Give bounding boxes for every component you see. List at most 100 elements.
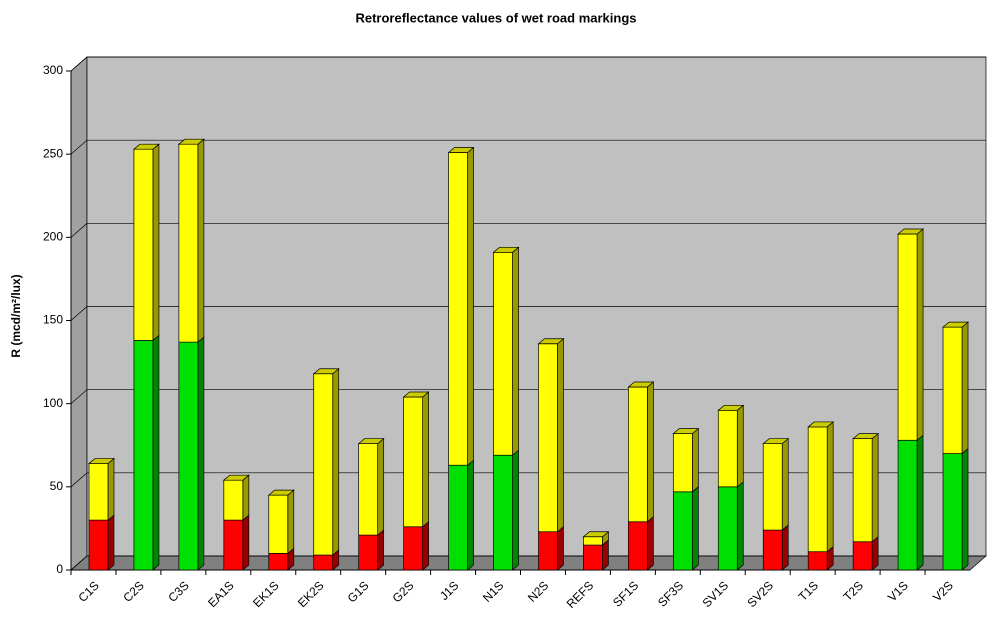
bar-side	[916, 434, 924, 571]
y-tick-label: 100	[43, 396, 63, 410]
bar-top	[582, 531, 610, 538]
grid-line	[70, 306, 986, 321]
bar	[717, 409, 738, 488]
bar	[897, 439, 918, 571]
bar	[538, 531, 558, 571]
bar-side	[961, 321, 969, 455]
x-tick-label: T1S	[796, 578, 821, 603]
x-tick-label: N2S	[525, 578, 551, 604]
x-tick-label: C3S	[165, 578, 191, 604]
bar-side	[467, 146, 474, 466]
bar-side	[422, 521, 429, 571]
bar-top	[717, 404, 745, 411]
bar-top	[852, 433, 880, 439]
bar-top	[762, 438, 790, 444]
y-axis-label: R (mcd/m²/lux)	[9, 274, 23, 357]
bar-side	[736, 481, 744, 571]
bar	[628, 386, 648, 523]
bar	[583, 536, 603, 546]
x-tick-label: EA1S	[205, 578, 237, 610]
x-tick-label: T2S	[841, 578, 866, 603]
bar	[493, 251, 513, 456]
bar	[133, 340, 154, 571]
y-tick-label: 300	[43, 63, 63, 77]
bar	[448, 464, 468, 571]
bar-side	[961, 447, 969, 571]
bar	[358, 443, 379, 536]
bar	[762, 443, 783, 531]
grid-line	[70, 56, 986, 72]
bar-side	[107, 514, 115, 571]
x-tick-label: G1S	[345, 578, 372, 605]
bar-top	[357, 438, 385, 444]
bar-top	[627, 381, 655, 388]
bar	[583, 544, 603, 571]
bar-top	[402, 391, 430, 398]
bar	[403, 526, 423, 571]
y-tick-label: 0	[56, 562, 63, 576]
bar-side	[647, 516, 654, 571]
bar-side	[467, 459, 474, 571]
bar	[223, 519, 244, 571]
bar-top	[132, 143, 160, 150]
bar	[717, 486, 738, 571]
bar	[178, 341, 199, 571]
bar	[538, 343, 558, 533]
bar	[762, 529, 783, 571]
bar	[672, 433, 693, 493]
bar-side	[197, 336, 205, 571]
bar-side	[107, 457, 115, 521]
bar-side	[512, 246, 519, 456]
grid-line	[70, 222, 986, 238]
bar-side	[557, 525, 564, 571]
bar-top	[312, 368, 340, 375]
y-tick-label: 250	[43, 146, 63, 160]
bar-top	[807, 421, 835, 428]
bar	[88, 519, 109, 571]
bar-side	[377, 437, 385, 536]
y-tick-label: 150	[43, 313, 63, 327]
x-tick-label: SF3S	[655, 578, 686, 609]
bar	[268, 494, 289, 554]
bar	[897, 233, 918, 441]
bar-side	[512, 449, 519, 571]
x-tick-label: EK1S	[250, 578, 282, 610]
bar-side	[287, 489, 295, 555]
bar-side	[871, 432, 879, 543]
bar	[268, 553, 289, 571]
x-tick-label: N1S	[480, 578, 506, 604]
bar-side	[691, 486, 699, 571]
bar-side	[377, 529, 385, 571]
bar	[807, 426, 828, 553]
y-tick-label: 50	[50, 479, 64, 493]
bar-side	[152, 334, 160, 571]
bar	[852, 438, 873, 543]
bar-side	[781, 524, 789, 571]
bar	[942, 453, 963, 571]
bar-top	[177, 138, 205, 145]
bar-side	[422, 391, 429, 528]
bar-top	[222, 474, 250, 481]
x-tick-label: V2S	[930, 578, 956, 604]
bar	[223, 479, 244, 521]
bar	[628, 521, 648, 571]
bar	[493, 454, 513, 571]
x-tick-label: C1S	[75, 578, 101, 604]
bar-side	[557, 338, 564, 533]
bar-top	[897, 228, 925, 235]
bar	[403, 396, 423, 528]
bar-top	[492, 246, 520, 253]
grid-line	[70, 389, 986, 404]
bar-side	[332, 367, 340, 556]
bar-top	[267, 489, 295, 496]
bar-top	[88, 458, 115, 464]
bar-side	[152, 143, 160, 342]
bar-side	[736, 404, 744, 488]
bar-top	[942, 321, 969, 328]
chart-title: Retroreflectance values of wet road mark…	[355, 10, 636, 25]
bar-side	[197, 138, 205, 343]
bar	[178, 143, 199, 343]
bar-side	[242, 474, 250, 521]
bar-side	[826, 421, 834, 553]
